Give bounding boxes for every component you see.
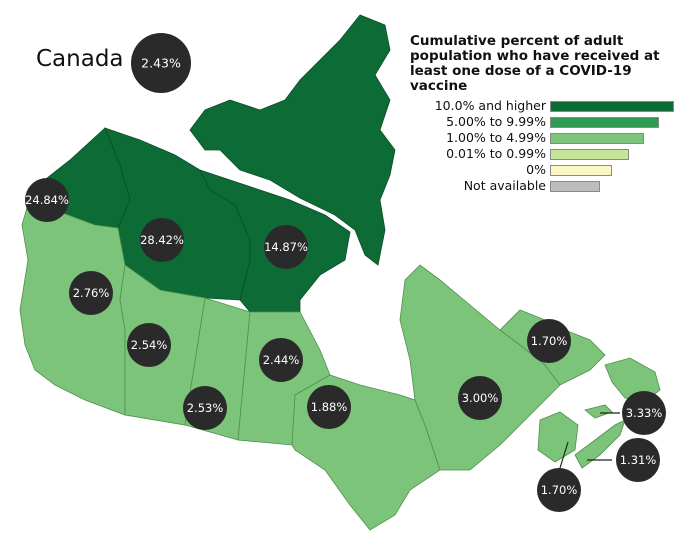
national-value: 2.43% [141, 56, 181, 71]
legend-swatch [550, 149, 629, 160]
value-bubbles: 2.43% 24.84% 28.42% 14.87% 2.76% 2.54% 2.53% 2.… [25, 33, 666, 512]
region-nunavut-islands[interactable] [189, 14, 396, 266]
legend-item-label: 1.00% to 4.99% [446, 130, 546, 145]
region-quebec[interactable] [399, 264, 561, 471]
legend: Cumulative percent of adult population w… [410, 33, 674, 194]
bubble-value: 2.44% [263, 353, 300, 367]
legend-swatch [550, 117, 659, 128]
legend-swatch [550, 101, 674, 112]
bubble-circle [537, 468, 581, 512]
bubble-value: 24.84% [25, 193, 69, 207]
bubble-value: 1.31% [620, 453, 657, 467]
legend-title: Cumulative percent of adult population w… [410, 33, 660, 94]
legend-item: 0.01% to 0.99% [410, 146, 672, 162]
bubble-value: 2.76% [73, 286, 110, 300]
bubble-new-brunswick: 1.70% [537, 468, 581, 512]
legend-item-label: 5.00% to 9.99% [446, 114, 546, 129]
bubble-value: 14.87% [264, 240, 308, 254]
bubble-value: 28.42% [140, 233, 184, 247]
bubble-value: 1.70% [541, 483, 578, 497]
legend-item-label: 10.0% and higher [434, 98, 546, 113]
bubble-value: 3.33% [626, 406, 663, 420]
bubble-value: 1.88% [311, 400, 348, 414]
bubble-circle [140, 218, 184, 262]
legend-item-label: 0% [526, 162, 546, 177]
bubble-manitoba: 2.44% [259, 338, 303, 382]
leader-lines [559, 412, 620, 469]
bubble-value: 1.70% [531, 334, 568, 348]
bubble-circle [127, 323, 171, 367]
bubble-ontario: 1.88% [307, 385, 351, 429]
legend-swatch [550, 181, 600, 192]
region-nova-scotia[interactable] [574, 419, 626, 469]
bubble-value: 2.53% [187, 401, 224, 415]
bubble-circle [264, 225, 308, 269]
bubble-circle [458, 376, 502, 420]
territories [31, 14, 396, 313]
legend-item-label: 0.01% to 0.99% [446, 146, 546, 161]
legend-item: 1.00% to 4.99% [410, 130, 672, 146]
bubble-value: 2.54% [131, 338, 168, 352]
bubble-circle [527, 319, 571, 363]
bubble-value: 3.00% [462, 391, 499, 405]
bubble-saskatchewan: 2.53% [183, 386, 227, 430]
bubble-circle [183, 386, 227, 430]
region-new-brunswick[interactable] [537, 411, 579, 463]
national-bubble: 2.43% [131, 33, 191, 93]
bubble-northwest-territories: 28.42% [140, 218, 184, 262]
bubble-nunavut: 14.87% [264, 225, 308, 269]
provinces [19, 189, 661, 531]
bubble-circle [616, 438, 660, 482]
legend-item: Not available [410, 178, 672, 194]
region-prince-edward-island[interactable] [584, 404, 613, 419]
bubble-british-columbia: 2.76% [69, 271, 113, 315]
bubble-nova-scotia: 1.31% [616, 438, 660, 482]
legend-item-label: Not available [463, 178, 546, 193]
legend-item: 0% [410, 162, 672, 178]
legend-swatch [550, 165, 612, 176]
country-title: Canada [36, 46, 124, 72]
bubble-prince-edward-island: 3.33% [622, 391, 666, 435]
bubble-newfoundland-and-labrador: 1.70% [527, 319, 571, 363]
legend-rows: 10.0% and higher 5.00% to 9.99% 1.00% to 4… [410, 98, 674, 194]
bubble-circle [25, 178, 69, 222]
legend-item: 10.0% and higher [410, 98, 674, 114]
bubble-yukon: 24.84% [25, 178, 69, 222]
bubble-circle [307, 385, 351, 429]
bubble-quebec: 3.00% [458, 376, 502, 420]
legend-item: 5.00% to 9.99% [410, 114, 672, 130]
legend-swatch [550, 133, 644, 144]
bubble-circle [259, 338, 303, 382]
bubble-alberta: 2.54% [127, 323, 171, 367]
bubble-circle [131, 33, 191, 93]
bubble-circle [69, 271, 113, 315]
bubble-circle [622, 391, 666, 435]
